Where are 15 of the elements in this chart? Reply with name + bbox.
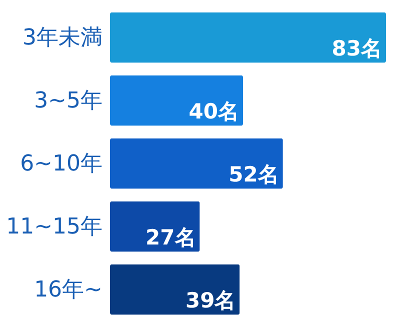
bar	[110, 264, 240, 315]
bar	[110, 201, 200, 252]
data-label: 39名	[185, 288, 236, 312]
data-label: 40名	[188, 100, 240, 124]
bar	[110, 12, 386, 63]
y-tick-label: 6~10年	[20, 152, 102, 176]
bar	[110, 138, 283, 189]
y-tick-label: 11~15年	[6, 214, 102, 240]
y-tick-label: 3~5年	[34, 88, 102, 114]
data-label: 52名	[228, 162, 279, 186]
data-label: 27名	[146, 226, 196, 250]
y-tick-label: 3年未満	[22, 26, 102, 50]
y-tick-label: 16年~	[34, 278, 102, 302]
data-label: 83名	[332, 36, 382, 60]
bar	[110, 75, 244, 126]
